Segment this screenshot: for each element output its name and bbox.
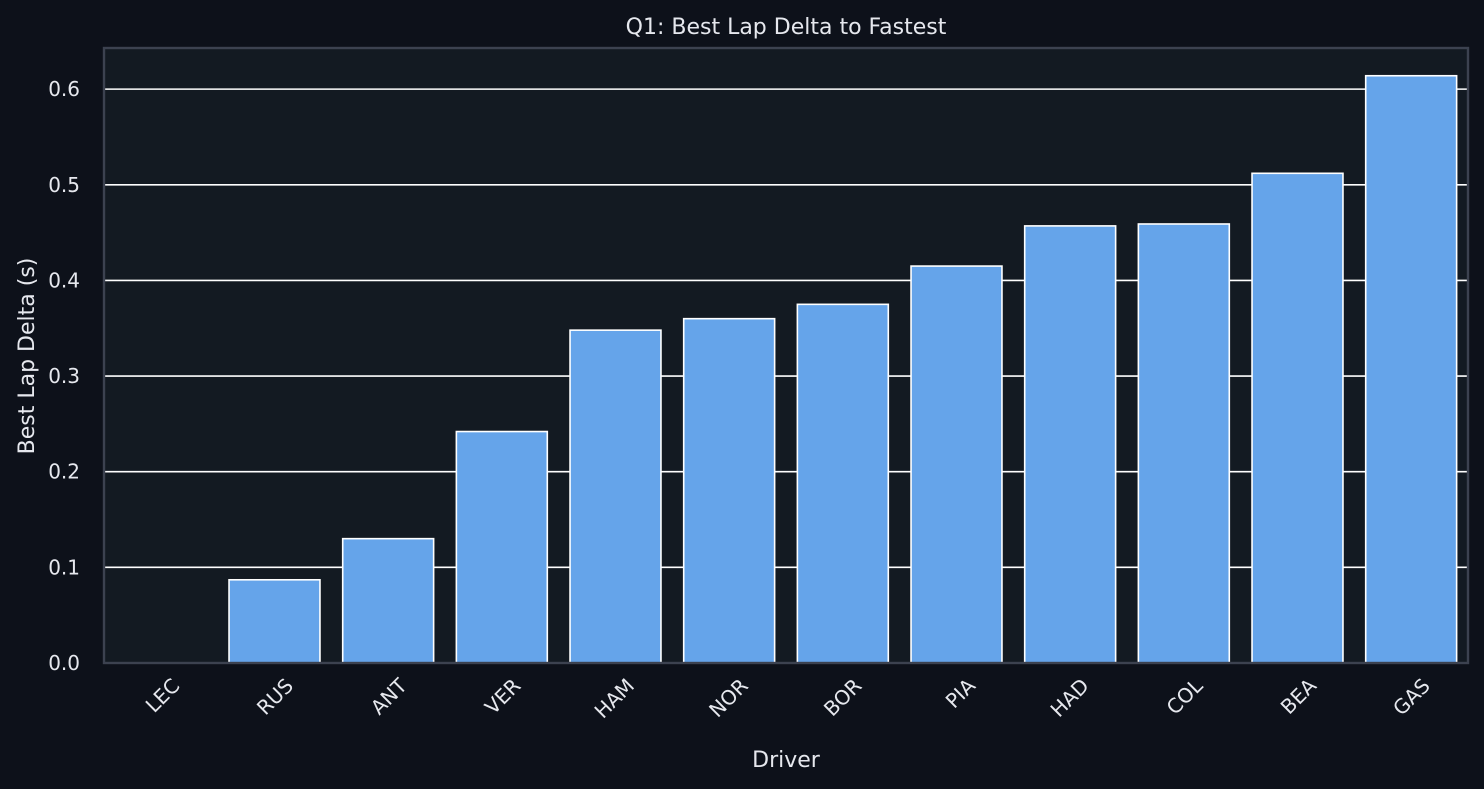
bar-col [1137,223,1231,664]
bar-rus [228,578,321,664]
plot-area [104,48,1468,663]
y-tick-label: 0.0 [48,651,80,675]
chart-title: Q1: Best Lap Delta to Fastest [626,15,947,40]
y-tick-label: 0.3 [48,364,80,388]
bar-gas [1364,74,1458,664]
y-tick-label: 0.5 [48,173,80,197]
y-tick-label: 0.6 [48,77,80,101]
y-tick-label: 0.4 [48,268,80,292]
bar-bea [1251,172,1344,664]
bar-ham [569,329,662,664]
bar-ver [455,430,549,664]
bar-pia [910,265,1003,664]
bar-nor [682,317,776,664]
x-axis-label: Driver [752,748,821,773]
y-tick-label: 0.2 [48,460,80,484]
y-tick-label: 0.1 [48,555,80,579]
plot-frame [102,46,1470,665]
bar-ant [341,537,435,664]
bar-had [1023,225,1117,664]
bars [228,74,1458,664]
y-axis-ticks: 0.0 0.1 0.2 0.3 0.4 0.5 0.6 [48,77,80,675]
y-axis-label: Best Lap Delta (s) [15,258,40,455]
bar-bor [796,303,890,664]
